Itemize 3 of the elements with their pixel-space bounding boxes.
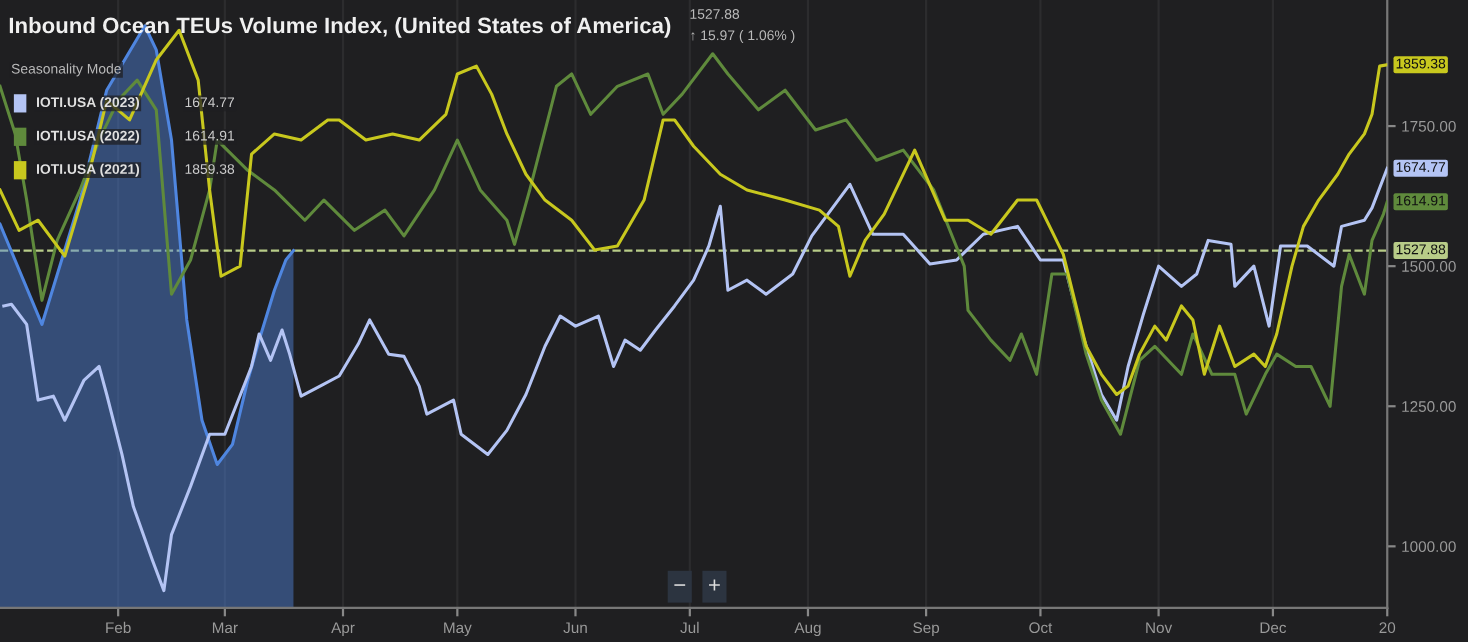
- annotation: −: [674, 584, 686, 586]
- annotation: +: [709, 579, 720, 591]
- text: Inbound Ocean TEUs Volume Index, (United States of America): [9, 17, 671, 38]
